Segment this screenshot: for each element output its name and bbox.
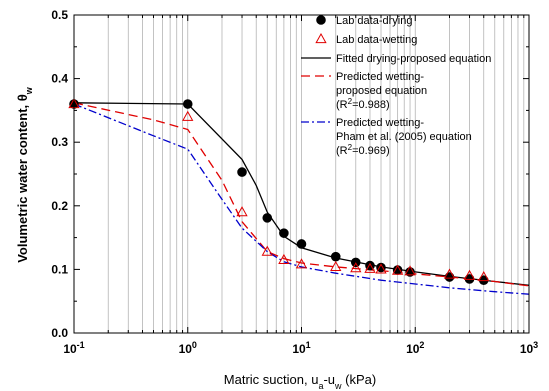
legend-label-wetting-proposed-2: proposed equation	[336, 85, 427, 97]
x-axis-title: Matric suction, ua-uw (kPa)	[224, 372, 376, 391]
data-point-wetting_lab	[391, 264, 404, 275]
data-point-drying_lab	[182, 99, 193, 109]
data-point-wetting_lab	[261, 245, 273, 256]
data-point-wetting_lab	[478, 271, 490, 282]
x-tick-label: 100	[179, 340, 197, 356]
data-point-wetting_lab	[330, 260, 342, 271]
x-tick-label: 102	[406, 340, 424, 356]
data-point-drying_lab	[376, 262, 386, 273]
data-point-wetting_lab	[350, 262, 362, 273]
legend-marker-wetting-lab	[315, 32, 327, 44]
legend-label-wetting-pham-1: Predicted wetting-	[336, 117, 424, 129]
tick-labels: 10-1 100 101 102 103 0.0 0.1 0.2 0.3 0.4 0.5	[51, 8, 538, 356]
series-layer	[68, 98, 530, 295]
y-tick-label: 0.4	[51, 72, 68, 86]
y-tick-label: 0.3	[51, 135, 68, 149]
data-point-drying_lab	[279, 228, 289, 238]
data-point-wetting_lab	[463, 269, 476, 280]
data-point-drying_lab	[296, 239, 307, 249]
series-line-wetting_pred_pham	[73, 103, 530, 295]
legend-label-drying-lab: Lab data-drying	[336, 15, 412, 27]
axis-ticks	[73, 14, 530, 334]
legend-label-wetting-lab: Lab data-wetting	[336, 34, 417, 46]
legend-label-wetting-pham-r2: (R2=0.969)	[336, 143, 390, 158]
data-point-wetting_lab	[182, 110, 194, 121]
x-tick-label: 103	[520, 340, 538, 356]
series-line-wetting_pred_proposed	[73, 102, 530, 287]
x-tick-label: 101	[292, 340, 310, 356]
data-point-drying_lab	[392, 265, 403, 275]
y-tick-label: 0.0	[51, 326, 68, 340]
data-point-wetting_lab	[404, 265, 416, 276]
data-point-wetting_lab	[295, 258, 308, 269]
data-point-wetting_lab	[443, 268, 456, 279]
x-tick-label: 10-1	[63, 340, 84, 356]
data-point-drying_lab	[262, 213, 273, 223]
y-axis-title: Volumetric water content, θw	[15, 86, 34, 263]
data-point-wetting_lab	[375, 263, 387, 274]
y-tick-label: 0.5	[51, 8, 68, 22]
legend-marker-drying-lab	[316, 15, 326, 25]
legend: Lab data-drying Lab data-wetting Fitted …	[301, 15, 491, 157]
data-point-drying_lab	[237, 167, 247, 177]
data-point-drying_lab	[330, 251, 341, 262]
y-tick-label: 0.2	[51, 199, 68, 213]
legend-label-wetting-proposed-1: Predicted wetting-	[336, 71, 424, 83]
legend-label-wetting-pham-2: Pham et al. (2005) equation	[336, 131, 472, 143]
legend-marks	[301, 15, 331, 123]
legend-label-wetting-proposed-r2: (R2=0.988)	[336, 97, 390, 112]
data-point-wetting_lab	[364, 262, 376, 273]
data-point-wetting_lab	[236, 206, 248, 217]
y-tick-label: 0.1	[51, 262, 68, 276]
legend-label-drying-fit: Fitted drying-proposed equation	[336, 53, 491, 65]
data-point-wetting_lab	[278, 253, 290, 264]
